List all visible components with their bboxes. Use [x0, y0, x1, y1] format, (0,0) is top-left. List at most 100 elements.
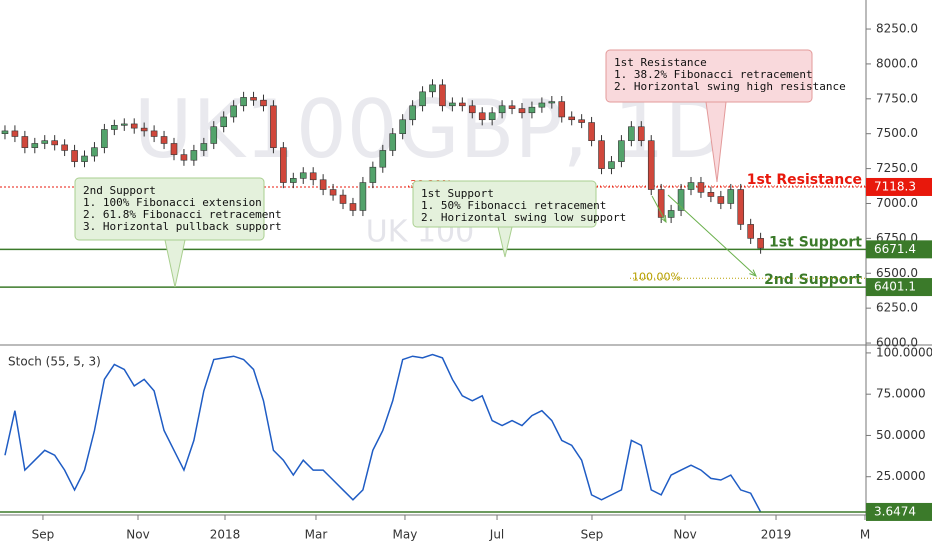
level-badge [866, 240, 932, 259]
candle-body [299, 172, 307, 179]
candle-body [588, 122, 595, 141]
candle-body [290, 178, 297, 183]
candle-body [11, 130, 19, 137]
candle-body [250, 97, 257, 101]
candle-body [339, 194, 347, 204]
y-tick-label: 6500.0 [876, 266, 918, 280]
candle-body [270, 105, 277, 148]
annotation-line: 1. 50% Fibonacci retracement [421, 199, 606, 212]
candle-body [598, 140, 605, 169]
candle-body [707, 192, 715, 197]
candle-body [508, 105, 516, 109]
candle-body [558, 101, 566, 118]
y-tick-label: 6250.0 [876, 301, 918, 315]
candle-body [578, 119, 585, 123]
candle-body [359, 182, 367, 211]
candle-body [399, 119, 406, 135]
y-tick-label: 7000.0 [876, 196, 918, 210]
candle-body [518, 108, 526, 114]
candle-body [31, 143, 39, 148]
candle-body [379, 150, 387, 168]
y-tick-label: 8000.0 [876, 56, 918, 70]
candle-body [757, 238, 764, 249]
candle-body [280, 147, 287, 183]
y-tick-label: 8250.0 [876, 22, 918, 36]
callout-box [605, 49, 813, 103]
candle-body [120, 123, 128, 126]
candle-body [657, 189, 665, 218]
stoch-badge [866, 502, 932, 521]
candle-body [61, 144, 68, 151]
x-tick-label: Mar [305, 528, 328, 542]
annotation-title: 2nd Support [83, 184, 156, 197]
candle-body [628, 126, 635, 141]
annotation-line: 2. Horizontal swing high resistance [614, 80, 846, 93]
candle-body [608, 161, 615, 169]
y2-tick-label: 50.0000 [876, 428, 926, 442]
annotation-title: 1st Support [421, 187, 494, 200]
candle-body [697, 182, 705, 193]
y-tick-label: 7750.0 [876, 91, 918, 105]
candle-body [111, 125, 118, 130]
candle-body [439, 84, 446, 107]
candle-body [160, 136, 168, 144]
candle-body [419, 91, 426, 107]
y-tick-label: 6000.0 [876, 336, 918, 350]
level-badge-value: 6671.4 [874, 242, 916, 256]
candle-body [478, 112, 486, 121]
level-badge [866, 278, 932, 297]
y-tick-label: 7500.0 [876, 126, 918, 140]
candle-body [687, 182, 695, 190]
candle-body [747, 224, 754, 239]
level-badge-value: 7118.3 [874, 179, 916, 193]
arrow [667, 194, 757, 277]
candle-body [618, 140, 625, 162]
level-badge [866, 177, 932, 196]
fib-label: 100.00% [632, 270, 681, 283]
candle-body [389, 133, 397, 151]
level-badge-value: 6401.1 [874, 280, 916, 294]
arrow-head [660, 214, 667, 224]
candle-body [190, 150, 198, 161]
x-tick-label: M [860, 528, 870, 542]
candle-body [349, 203, 357, 211]
arrow-head [749, 269, 757, 277]
level-name: 2nd Support [764, 272, 862, 288]
candle-body [717, 196, 725, 204]
level-name: 1st Resistance [747, 172, 862, 188]
annotation-line: 1. 38.2% Fibonacci retracement [614, 68, 813, 81]
candle-body [91, 147, 98, 157]
stoch-line [4, 353, 762, 513]
candle-body [647, 140, 655, 190]
candle-body [210, 126, 218, 144]
candle-body [200, 143, 208, 151]
candle-body [468, 105, 476, 114]
candle-body [568, 116, 575, 121]
callout-box [412, 180, 597, 228]
candle-body [667, 210, 675, 218]
candle-body [230, 105, 237, 118]
candle-body [71, 150, 78, 162]
candle-body [140, 127, 148, 132]
annotation-title: 1st Resistance [614, 56, 707, 69]
annotation-line: 1. 100% Fibonacci extension [83, 196, 262, 209]
candle-body [409, 105, 416, 121]
candle-body [329, 189, 337, 196]
candle-body [170, 143, 178, 155]
candle-body [51, 140, 58, 146]
candle-body [101, 129, 108, 148]
candle-body [429, 84, 436, 93]
candle-body [548, 101, 556, 104]
candle-body [637, 126, 645, 141]
y2-tick-label: 75.0000 [876, 387, 926, 401]
candle-body [488, 112, 496, 121]
x-tick-label: Jul [489, 528, 504, 542]
y2-tick-label: 25.0000 [876, 469, 926, 483]
x-tick-label: Nov [673, 528, 696, 542]
candle-body [1, 130, 9, 135]
x-tick-label: Sep [32, 528, 55, 542]
